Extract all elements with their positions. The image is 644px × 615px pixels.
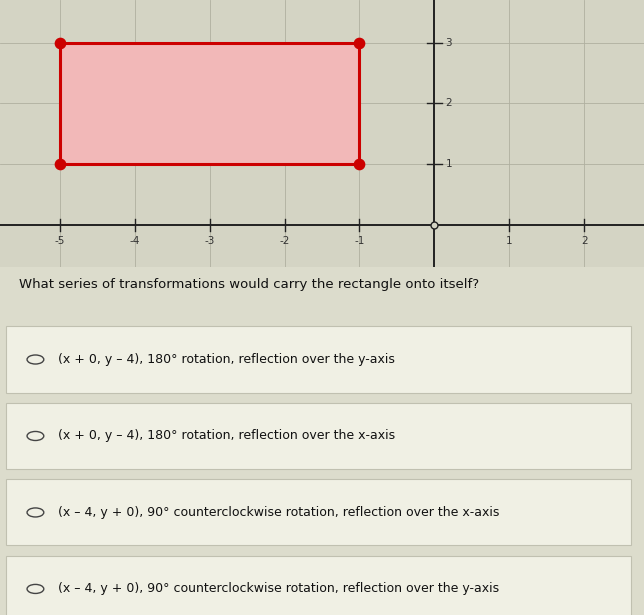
Point	[354, 159, 365, 169]
Text: (x + 0, y – 4), 180° rotation, reflection over the x-axis: (x + 0, y – 4), 180° rotation, reflectio…	[58, 429, 395, 442]
Bar	[60, 42, 359, 164]
Point	[55, 38, 65, 47]
Text: (x + 0, y – 4), 180° rotation, reflection over the y-axis: (x + 0, y – 4), 180° rotation, reflectio…	[58, 353, 395, 366]
Text: 1: 1	[506, 236, 513, 246]
FancyBboxPatch shape	[6, 556, 631, 615]
Text: 2: 2	[446, 98, 452, 108]
Text: (x – 4, y + 0), 90° counterclockwise rotation, reflection over the x-axis: (x – 4, y + 0), 90° counterclockwise rot…	[58, 506, 499, 519]
FancyBboxPatch shape	[6, 403, 631, 469]
Text: -2: -2	[279, 236, 290, 246]
FancyBboxPatch shape	[6, 480, 631, 546]
Text: 3: 3	[446, 38, 452, 47]
Text: -4: -4	[129, 236, 140, 246]
Point	[55, 159, 65, 169]
Text: (x – 4, y + 0), 90° counterclockwise rotation, reflection over the y-axis: (x – 4, y + 0), 90° counterclockwise rot…	[58, 582, 499, 595]
FancyBboxPatch shape	[6, 327, 631, 392]
Text: 2: 2	[581, 236, 587, 246]
Point	[354, 38, 365, 47]
Text: -1: -1	[354, 236, 365, 246]
Text: What series of transformations would carry the rectangle onto itself?: What series of transformations would car…	[19, 278, 479, 291]
Text: -5: -5	[55, 236, 65, 246]
Text: -3: -3	[205, 236, 215, 246]
Text: 1: 1	[446, 159, 452, 169]
